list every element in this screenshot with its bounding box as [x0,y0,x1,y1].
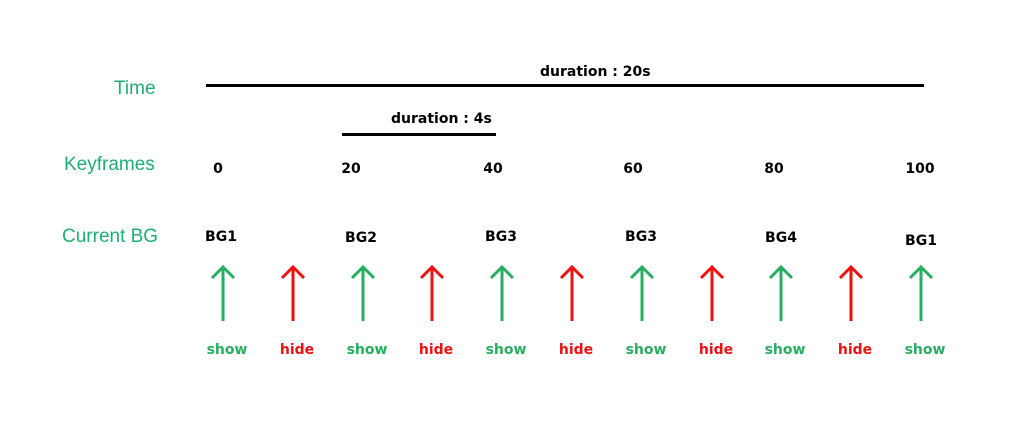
hide-arrow-icon [838,264,864,321]
show-arrow-icon [210,264,236,321]
hide-arrow-icon [699,264,725,321]
show-arrow-icon [350,264,376,321]
show-arrow-icon [629,264,655,321]
background-label: BG3 [485,229,517,245]
show-label: show [904,342,946,358]
show-label: show [485,342,527,358]
show-arrow-icon [489,264,515,321]
row-label-keyframes: Keyframes [64,154,155,175]
total-duration-line [206,84,924,87]
segment-duration-label: duration : 4s [391,111,492,127]
show-label: show [206,342,248,358]
show-arrow-icon [908,264,934,321]
segment-duration-line [342,133,496,136]
row-label-current-bg: Current BG [62,226,159,247]
keyframe-label: 60 [623,161,643,177]
keyframe-label: 0 [213,161,223,177]
keyframe-label: 40 [483,161,503,177]
hide-label: hide [698,342,734,358]
hide-arrow-icon [559,264,585,321]
hide-arrow-icon [419,264,445,321]
background-label: BG1 [205,229,237,245]
hide-label: hide [418,342,454,358]
hide-label: hide [837,342,873,358]
hide-label: hide [558,342,594,358]
hide-arrow-icon [280,264,306,321]
keyframe-label: 80 [764,161,784,177]
show-label: show [346,342,388,358]
show-label: show [625,342,667,358]
background-label: BG1 [905,233,937,249]
show-label: show [764,342,806,358]
show-arrow-icon [768,264,794,321]
hide-label: hide [279,342,315,358]
keyframe-label: 100 [905,161,935,177]
background-label: BG2 [345,230,377,246]
background-label: BG4 [765,230,797,246]
keyframe-label: 20 [341,161,361,177]
total-duration-label: duration : 20s [540,64,651,80]
background-label: BG3 [625,229,657,245]
row-label-time: Time [114,78,156,99]
